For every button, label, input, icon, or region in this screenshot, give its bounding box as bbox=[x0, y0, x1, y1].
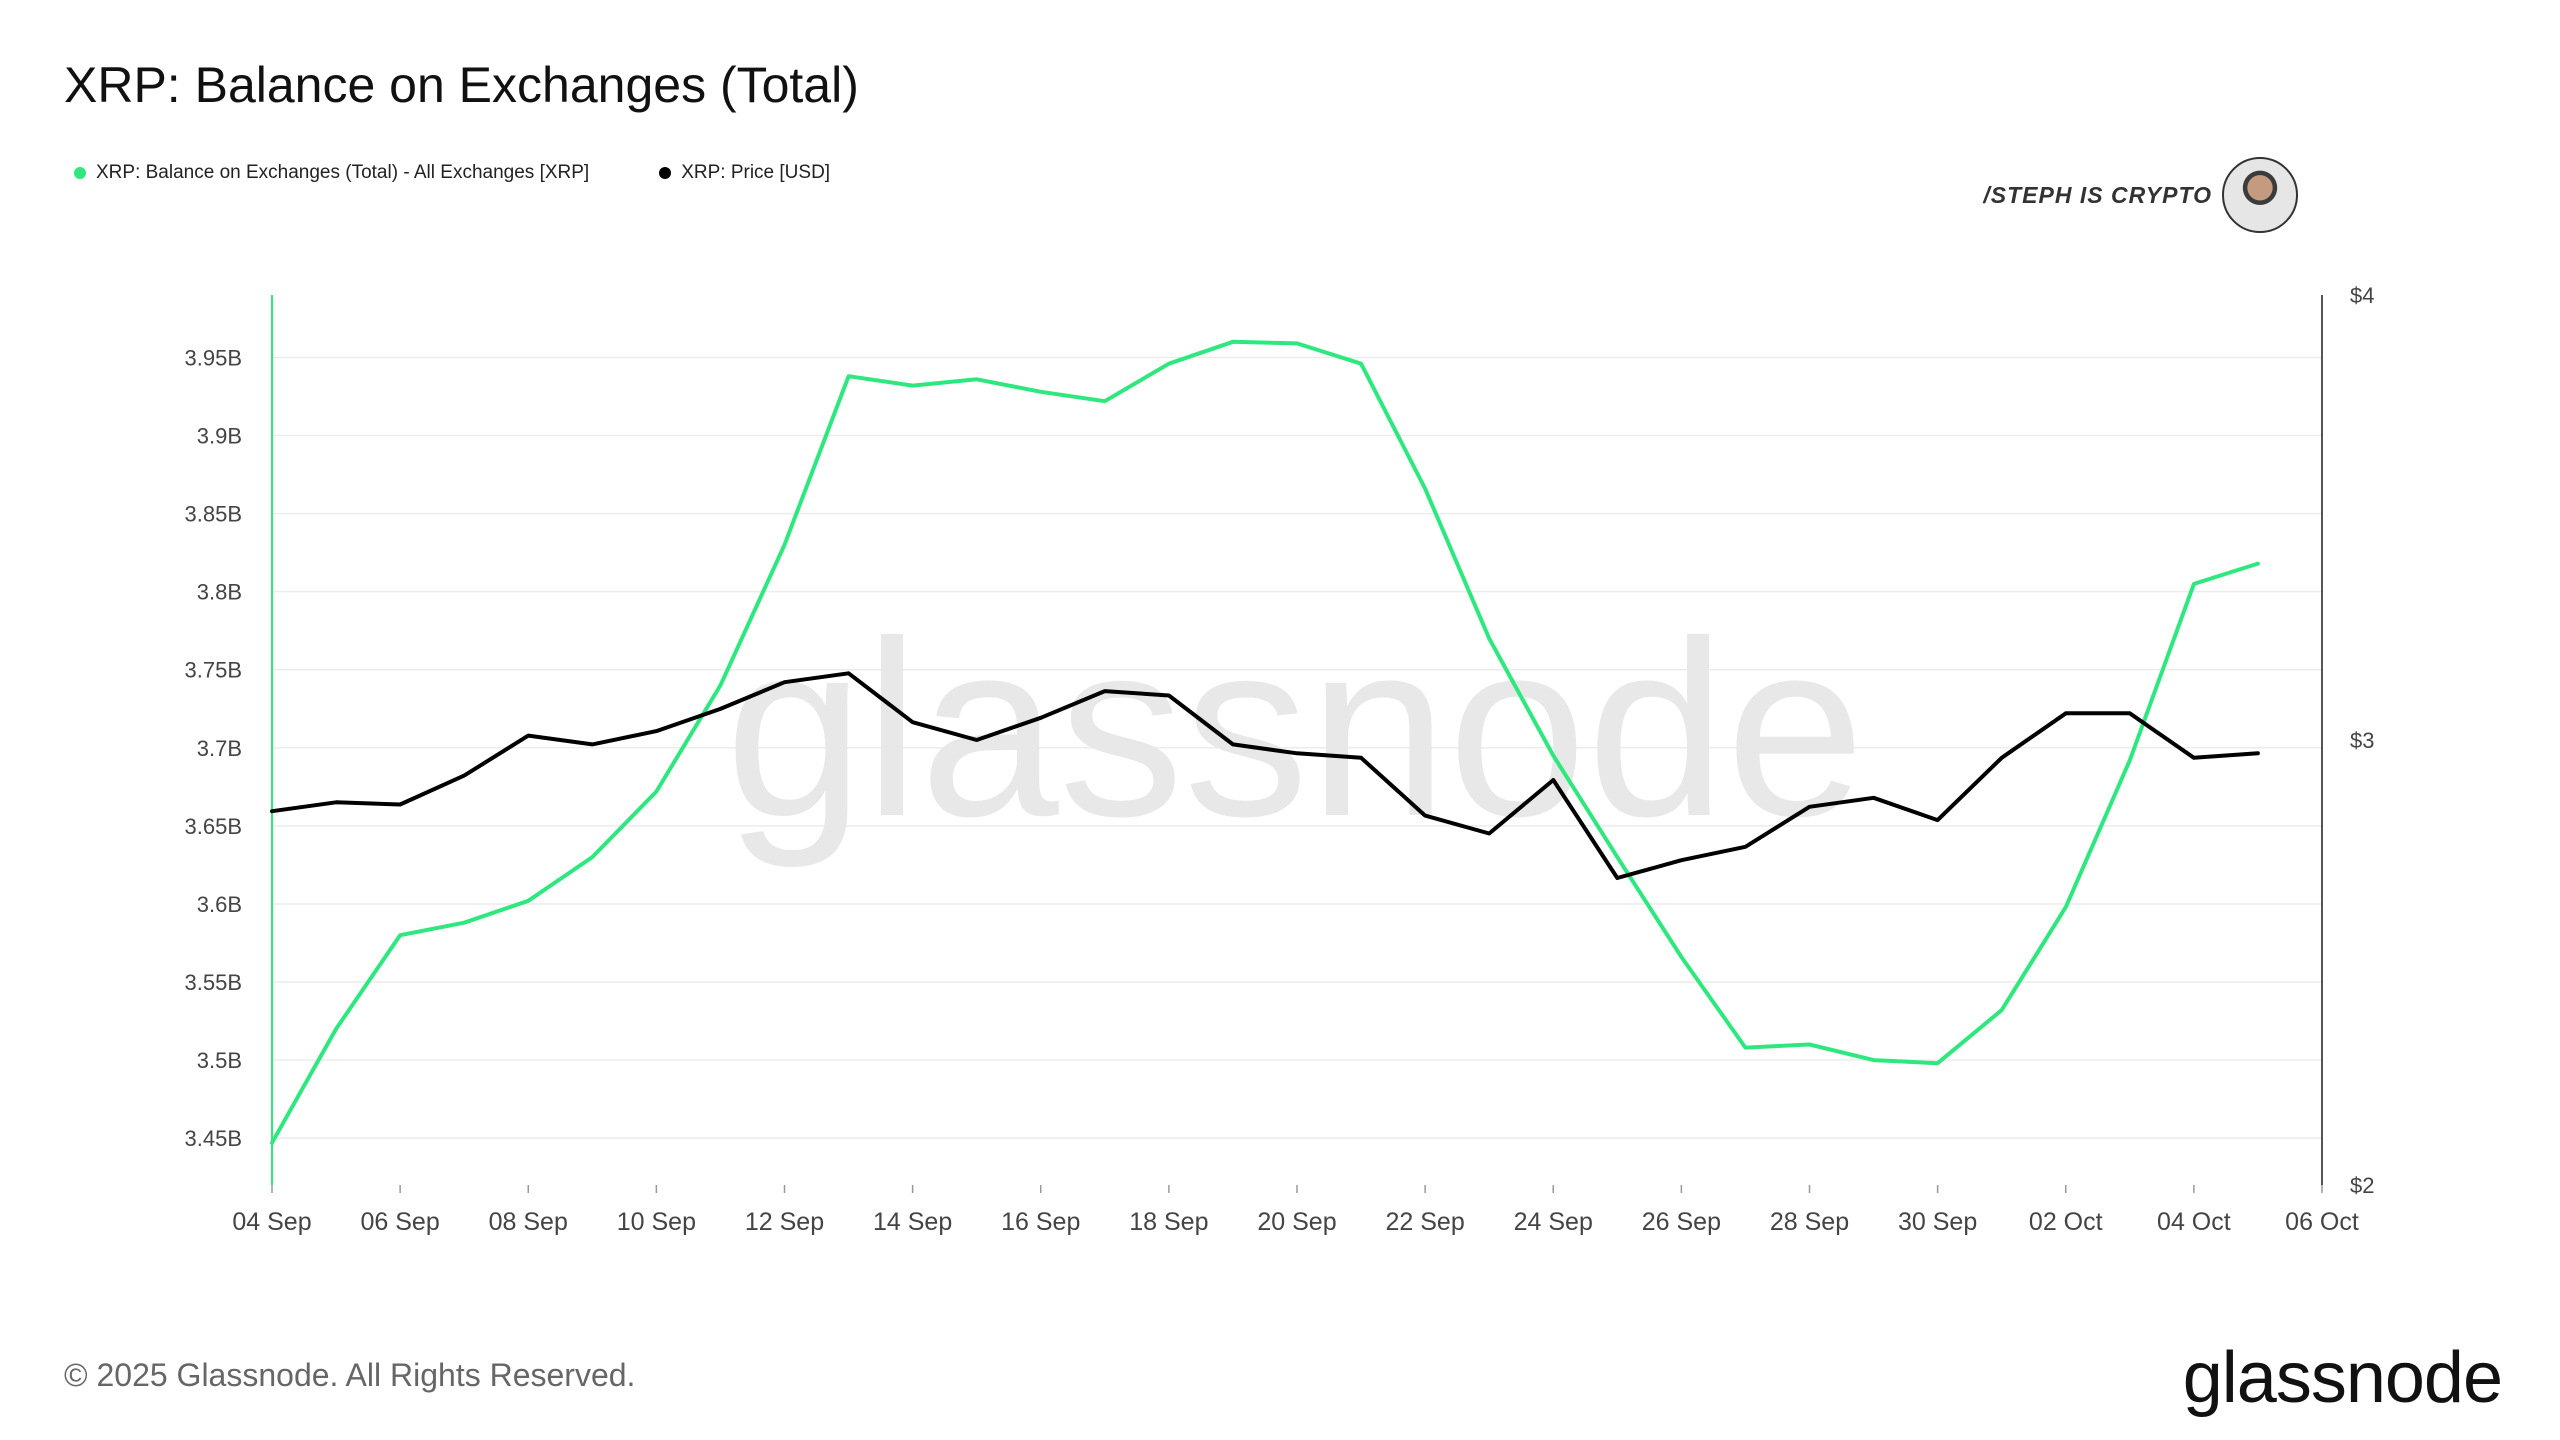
x-tick-label: 04 Oct bbox=[2157, 1208, 2231, 1236]
y-left-tick-label: 3.45B bbox=[185, 1126, 243, 1151]
legend-item-balance[interactable]: XRP: Balance on Exchanges (Total) - All … bbox=[74, 162, 589, 184]
x-tick-label: 16 Sep bbox=[1001, 1208, 1080, 1236]
x-tick-label: 22 Sep bbox=[1386, 1208, 1465, 1236]
x-tick-label: 30 Sep bbox=[1898, 1208, 1977, 1236]
y-left-tick-label: 3.6B bbox=[197, 892, 242, 917]
legend-label-balance: XRP: Balance on Exchanges (Total) - All … bbox=[96, 162, 590, 183]
x-tick-label: 24 Sep bbox=[1514, 1208, 1593, 1236]
y-left-tick-label: 3.85B bbox=[185, 502, 243, 527]
price-series-line bbox=[270, 671, 2260, 880]
legend: XRP: Balance on Exchanges (Total) - All … bbox=[74, 162, 830, 184]
y-left-tick-label: 3.9B bbox=[197, 424, 242, 449]
y-right-tick-label: $2 bbox=[2350, 1173, 2374, 1198]
x-tick-label: 14 Sep bbox=[873, 1208, 952, 1236]
y-left-tick-label: 3.55B bbox=[185, 970, 243, 995]
x-tick-label: 04 Sep bbox=[232, 1208, 311, 1236]
y-left-tick-label: 3.5B bbox=[197, 1048, 242, 1073]
x-tick-label: 26 Sep bbox=[1642, 1208, 1721, 1236]
x-tick-label: 06 Sep bbox=[361, 1208, 440, 1236]
legend-item-price[interactable]: XRP: Price [USD] bbox=[659, 162, 830, 184]
x-tick-label: 06 Oct bbox=[2285, 1208, 2359, 1236]
axes: 3.45B 3.5B 3.55B 3.6B 3.65B 3.7B 3.75B 3.8B 3.85… bbox=[185, 283, 2375, 1236]
series bbox=[270, 339, 2260, 1145]
glassnode-logo: glassnode bbox=[2182, 1338, 2503, 1418]
x-tick-label: 10 Sep bbox=[617, 1208, 696, 1236]
chart-title: XRP: Balance on Exchanges (Total) bbox=[64, 57, 859, 113]
x-tick-label: 28 Sep bbox=[1770, 1208, 1849, 1236]
y-right-tick-label: $4 bbox=[2350, 283, 2374, 308]
y-left-tick-label: 3.75B bbox=[185, 658, 243, 683]
x-tick-label: 12 Sep bbox=[745, 1208, 824, 1236]
legend-label-price: XRP: Price [USD] bbox=[681, 162, 831, 183]
avatar bbox=[2222, 157, 2298, 233]
y-left-tick-label: 3.95B bbox=[185, 345, 243, 370]
y-left-tick-label: 3.8B bbox=[197, 580, 242, 605]
y-left-tick-label: 3.65B bbox=[185, 814, 243, 839]
author-badge-text: /STEPH IS CRYPTO bbox=[1983, 181, 2212, 208]
legend-dot-price-icon bbox=[659, 167, 672, 179]
copyright-footer: © 2025 Glassnode. All Rights Reserved. bbox=[64, 1357, 636, 1393]
author-badge: /STEPH IS CRYPTO bbox=[1983, 157, 2298, 233]
x-tick-label: 18 Sep bbox=[1129, 1208, 1208, 1236]
x-tick-label: 02 Oct bbox=[2029, 1208, 2103, 1236]
glassnode-watermark: glassnode bbox=[725, 589, 1865, 868]
x-tick-label: 20 Sep bbox=[1257, 1208, 1336, 1236]
y-right-tick-label: $3 bbox=[2350, 728, 2374, 753]
y-left-tick-label: 3.7B bbox=[197, 736, 242, 761]
balance-series-line bbox=[270, 339, 2260, 1145]
legend-dot-balance-icon bbox=[74, 167, 86, 179]
x-tick-label: 08 Sep bbox=[489, 1208, 568, 1236]
grid-lines bbox=[272, 356, 2322, 1139]
